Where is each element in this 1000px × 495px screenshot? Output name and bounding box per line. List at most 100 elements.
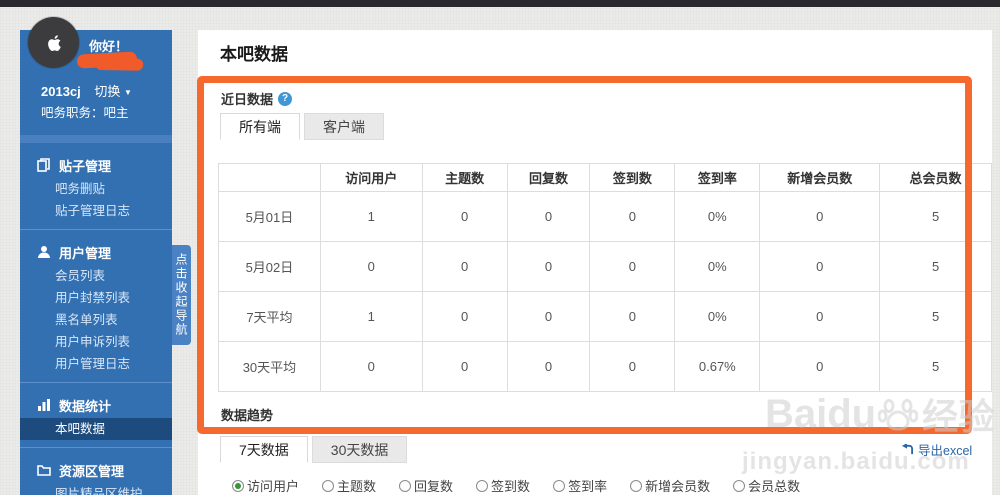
table-row: 5月01日 1 0 0 0 0% 0 5 [218, 191, 992, 242]
sidebar-item[interactable]: 用户管理日志 [55, 357, 131, 371]
radio-icon[interactable] [476, 479, 489, 492]
radio-icon[interactable] [232, 479, 244, 492]
metric-radio-2[interactable]: 回复数 [399, 476, 453, 495]
table-header-cell: 新增会员数 [759, 163, 881, 192]
radio-icon[interactable] [322, 479, 335, 492]
help-icon[interactable]: ? [278, 91, 293, 106]
trend-title: 数据趋势 [221, 408, 274, 423]
table-header-cell [218, 163, 321, 192]
radio-icon[interactable] [733, 479, 746, 492]
sidebar-item[interactable]: 用户封禁列表 [55, 291, 131, 305]
metric-radio-group: 访问用户 主题数 回复数 签到数 签到率 新增会员数 会员总数 [232, 476, 800, 495]
apple-logo-icon [47, 34, 61, 51]
tab-client-0[interactable]: 所有端 [220, 113, 300, 140]
sidebar-item[interactable]: 贴子管理日志 [55, 204, 131, 218]
table-cell: 0 [421, 341, 508, 392]
sidebar-section-title: 用户管理 [20, 242, 172, 262]
metric-radio-0[interactable]: 访问用户 [232, 476, 299, 495]
sidebar-section: 用户管理会员列表用户封禁列表 黑名单列表用户申诉列表 用户管理日志 [20, 230, 172, 383]
table-cell: 5 [879, 341, 992, 392]
table-cell: 1 [319, 291, 423, 342]
table-cell: 30天平均 [218, 341, 321, 392]
table-cell: 0 [759, 241, 881, 292]
metric-radio-4[interactable]: 签到率 [553, 476, 607, 495]
sidebar: 你好！ 2013cj 切换 ▼ 吧务职务：吧主 贴子管理 吧务删贴 贴子管理日志 用户… [20, 17, 172, 495]
table-cell: 5 [879, 291, 992, 342]
table-cell: 0 [319, 241, 423, 292]
recent-data-heading: 近日数据 ? [221, 89, 293, 108]
table-row: 30天平均 0 0 0 0 0.67% 0 5 [218, 341, 992, 392]
redaction-scribble [76, 51, 138, 69]
table-cell: 0 [421, 241, 508, 292]
metric-label: 会员总数 [748, 479, 801, 494]
export-excel-link[interactable]: 导出excel [901, 440, 972, 459]
sidebar-item[interactable]: 用户申诉列表 [55, 335, 131, 349]
radio-icon[interactable] [553, 479, 566, 492]
username-text: 2013cj [41, 84, 81, 99]
radio-icon[interactable] [399, 479, 412, 492]
metric-radio-5[interactable]: 新增会员数 [630, 476, 710, 495]
table-cell: 0 [506, 191, 591, 242]
table-cell: 0 [421, 191, 508, 242]
metric-label: 新增会员数 [645, 479, 711, 494]
sidebar-section: 资源区管理图片精品区维护 [20, 448, 172, 495]
radio-icon[interactable] [630, 479, 643, 492]
metric-label: 访问用户 [247, 479, 300, 494]
sidebar-item[interactable]: 图片精品区维护 [55, 487, 143, 495]
table-cell: 0 [506, 291, 591, 342]
metric-radio-6[interactable]: 会员总数 [733, 476, 800, 495]
table-cell: 5月02日 [218, 241, 321, 292]
table-header-cell: 总会员数 [879, 163, 992, 192]
table-cell: 0 [506, 241, 591, 292]
pages-icon [37, 158, 50, 172]
metric-radio-3[interactable]: 签到数 [476, 476, 530, 495]
sidebar-section-title: 数据统计 [20, 395, 172, 415]
sidebar-section-title: 贴子管理 [20, 155, 172, 175]
sidebar-sections: 贴子管理吧务删贴贴子管理日志用户管理会员列表用户封禁列表 黑名单列表用户申诉列表用… [20, 143, 172, 495]
table-cell: 0 [589, 191, 676, 242]
sidebar-divider-band [20, 135, 172, 143]
switch-account-link[interactable]: 切换 [94, 84, 121, 99]
top-bar [0, 0, 1000, 7]
table-cell: 1 [319, 191, 423, 242]
tab-period-0[interactable]: 7天数据 [220, 436, 308, 463]
table-cell: 5月01日 [218, 191, 321, 242]
table-cell: 0 [759, 291, 881, 342]
table-row: 5月02日 0 0 0 0 0% 0 5 [218, 241, 992, 292]
recent-data-title: 近日数据 [221, 92, 274, 107]
chevron-down-icon: ▼ [124, 88, 132, 97]
table-cell: 0% [674, 191, 761, 242]
export-excel-label: 导出excel [918, 444, 973, 458]
trend-heading: 数据趋势 [221, 405, 273, 424]
table-header-cell: 回复数 [506, 163, 591, 192]
table-cell: 0 [759, 341, 881, 392]
table-cell: 0 [319, 341, 423, 392]
sidebar-section-label: 数据统计 [59, 398, 112, 414]
avatar [28, 17, 79, 68]
collapse-nav-tab[interactable]: 点击收起导航 [172, 245, 191, 345]
table-cell: 5 [879, 241, 992, 292]
sidebar-item[interactable]: 会员列表 [55, 269, 106, 283]
sidebar-item[interactable]: 吧务删贴 [55, 182, 106, 196]
sidebar-section: 数据统计本吧数据 [20, 383, 172, 448]
sidebar-item[interactable]: 本吧数据 [20, 418, 172, 440]
table-cell: 0.67% [674, 341, 761, 392]
greeting-text: 你好！ [89, 39, 129, 54]
table-header-cell: 访问用户 [319, 163, 423, 192]
role-text: 吧务职务：吧主 [41, 106, 129, 120]
sidebar-user-block: 你好！ 2013cj 切换 ▼ 吧务职务：吧主 [20, 17, 172, 135]
stats-table-head: 访问用户 主题数 回复数 签到数 签到率 新增会员数 总会员数 [218, 163, 992, 192]
tab-period-1[interactable]: 30天数据 [311, 436, 408, 463]
table-cell: 0% [674, 241, 761, 292]
sidebar-item[interactable]: 黑名单列表 [55, 313, 118, 327]
sidebar-section-label: 用户管理 [59, 245, 112, 261]
tab-client-1[interactable]: 客户端 [304, 113, 384, 140]
sidebar-section-label: 资源区管理 [59, 463, 125, 479]
table-cell: 0 [589, 241, 676, 292]
trend-period-tabs: 7天数据 30天数据 [220, 436, 411, 463]
table-row: 7天平均 1 0 0 0 0% 0 5 [218, 291, 992, 342]
table-header-cell: 签到数 [589, 163, 676, 192]
table-cell: 0 [759, 191, 881, 242]
table-cell: 0 [421, 291, 508, 342]
metric-radio-1[interactable]: 主题数 [322, 476, 376, 495]
